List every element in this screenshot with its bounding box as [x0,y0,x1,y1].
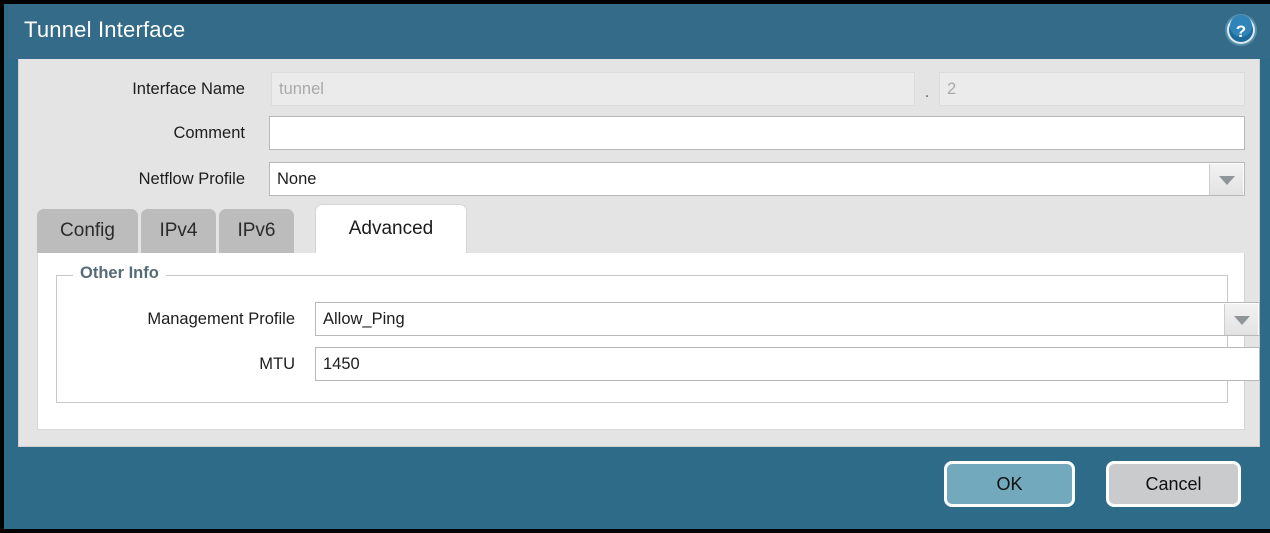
mtu-label: MTU [259,355,295,373]
other-info-legend: Other Info [73,264,166,283]
management-profile-select[interactable]: Allow_Ping [315,302,1260,336]
tab-ipv6[interactable]: IPv6 [219,209,294,253]
comment-row: Comment [19,116,1259,150]
other-info-fieldset: Other Info Management Profile Allow_Ping… [56,264,1260,403]
comment-label: Comment [173,124,245,142]
tab-advanced[interactable]: Advanced [315,204,467,253]
mtu-input[interactable]: 1450 [315,347,1260,381]
tab-strip: Config IPv4 IPv6 Advanced [37,204,1245,253]
comment-input[interactable] [269,116,1245,150]
dialog-title: Tunnel Interface [24,17,186,42]
netflow-profile-select[interactable]: None [269,162,1245,196]
chevron-down-icon[interactable] [1224,304,1258,335]
interface-name-separator: . [924,82,930,101]
dialog-body: Interface Name tunnel . 2 Comment Netflo… [18,59,1260,447]
cancel-button[interactable]: Cancel [1106,461,1241,507]
chevron-down-icon[interactable] [1209,164,1243,195]
mtu-row: MTU 1450 [57,347,1260,381]
interface-name-label: Interface Name [132,80,245,98]
interface-name-input[interactable]: tunnel [271,72,915,106]
dialog-titlebar: Tunnel Interface ? [8,4,1270,59]
tab-ipv4[interactable]: IPv4 [141,209,216,253]
tab-panel-advanced: Other Info Management Profile Allow_Ping… [37,253,1260,430]
management-profile-row: Management Profile Allow_Ping [57,302,1260,336]
interface-name-row: Interface Name tunnel . 2 [19,72,1259,106]
interface-unit-input[interactable]: 2 [939,72,1245,106]
svg-text:?: ? [1236,22,1246,41]
management-profile-label: Management Profile [147,310,295,328]
management-profile-value: Allow_Ping [323,310,405,328]
netflow-profile-row: Netflow Profile None [19,162,1259,196]
ok-button[interactable]: OK [944,461,1075,507]
netflow-profile-label: Netflow Profile [138,170,245,188]
netflow-profile-value: None [277,170,317,188]
dialog-footer: OK Cancel [8,447,1270,529]
help-circle-icon[interactable]: ? [1224,13,1258,47]
tab-config[interactable]: Config [37,209,138,253]
